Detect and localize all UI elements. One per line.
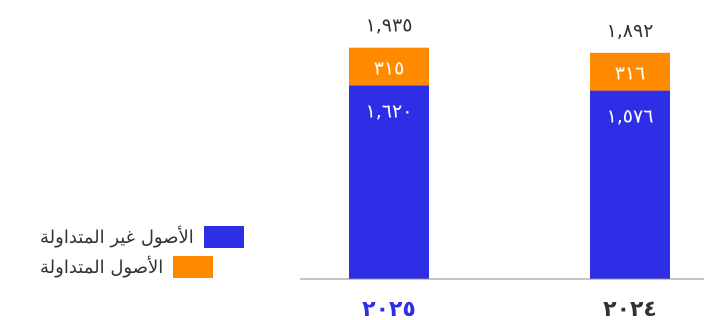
bar-segment-current-2 xyxy=(590,52,670,91)
data-label-current-2: ٣١٦ xyxy=(615,63,646,85)
category-label-2: ٢٠٢٤ xyxy=(603,297,657,320)
data-label-current-1: ٣١٥ xyxy=(374,58,405,80)
category-label-1: ٢٠٢٥ xyxy=(362,297,416,320)
chart-legend: الأصول غير المتداولة الأصول المتداولة xyxy=(40,222,244,282)
legend-label-non-current-assets: الأصول غير المتداولة xyxy=(40,226,194,248)
bar-segment-non-current-2 xyxy=(590,90,670,279)
data-label-non-current-1: ١,٦٢٠ xyxy=(366,100,413,122)
total-label-2: ١,٨٩٢ xyxy=(607,20,654,42)
bar-segment-non-current-1 xyxy=(349,85,429,279)
legend-swatch-non-current-assets xyxy=(203,226,244,248)
legend-swatch-current-assets xyxy=(173,256,214,278)
legend-item-non-current-assets: الأصول غير المتداولة xyxy=(40,222,244,252)
bar-segment-current-1 xyxy=(349,47,429,86)
total-label-1: ١,٩٣٥ xyxy=(366,15,413,37)
legend-label-current-assets: الأصول المتداولة xyxy=(40,256,164,278)
data-label-non-current-2: ١,٥٧٦ xyxy=(607,106,654,128)
legend-item-current-assets: الأصول المتداولة xyxy=(40,252,244,282)
